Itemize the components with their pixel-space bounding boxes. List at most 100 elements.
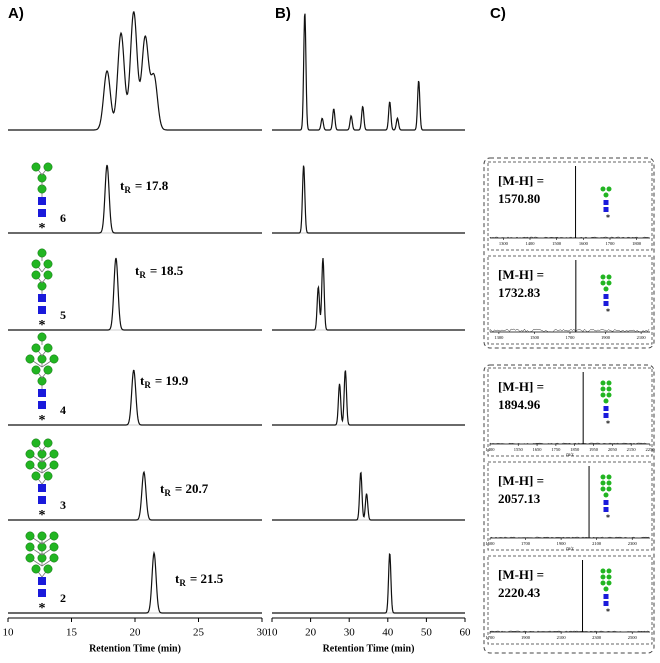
mannose bbox=[600, 568, 606, 574]
x-tick-label: 1400 bbox=[486, 447, 496, 452]
mannose bbox=[25, 460, 35, 470]
compound-number: 5 bbox=[60, 308, 66, 322]
x-tick-label: 40 bbox=[382, 627, 394, 639]
noise bbox=[489, 536, 650, 539]
mannose bbox=[25, 553, 35, 563]
mannose bbox=[606, 186, 612, 192]
tr-sub: R bbox=[139, 270, 146, 280]
mannose bbox=[37, 460, 47, 470]
mannose bbox=[31, 343, 41, 353]
glcnac bbox=[38, 389, 46, 397]
mass-value: 2057.13 bbox=[498, 491, 541, 506]
chromatogram bbox=[8, 369, 262, 426]
x-tick-label: 2050 bbox=[608, 447, 618, 452]
mannose bbox=[31, 471, 41, 481]
mannose bbox=[606, 486, 612, 492]
mannose bbox=[43, 471, 53, 481]
chromatogram bbox=[8, 164, 262, 234]
retention-label: tR = 21.5 bbox=[175, 571, 224, 588]
x-tick-label: 1300 bbox=[499, 241, 509, 246]
x-tick-label: 1750 bbox=[551, 447, 561, 452]
mannose bbox=[49, 553, 59, 563]
chromatogram bbox=[8, 550, 262, 614]
mass-label: [M-H] = bbox=[498, 567, 544, 582]
glcnac bbox=[603, 301, 609, 306]
x-tick-label: 2100 bbox=[592, 541, 602, 546]
glcnac bbox=[38, 589, 46, 597]
compound-number: 3 bbox=[60, 498, 66, 512]
glcnac bbox=[603, 601, 609, 606]
mass-label: [M-H] = bbox=[498, 173, 544, 188]
x-tick-label: 1900 bbox=[521, 635, 531, 640]
x-tick-label: 10 bbox=[267, 627, 279, 639]
mass-value: 1894.96 bbox=[498, 397, 541, 412]
mannose bbox=[43, 365, 53, 375]
x-tick-label: 1850 bbox=[570, 447, 580, 452]
mannose bbox=[606, 280, 612, 286]
spectrum-box bbox=[487, 255, 653, 345]
noise bbox=[489, 630, 650, 633]
glcnac bbox=[38, 577, 46, 585]
glcnac bbox=[603, 207, 609, 212]
x-tick-label: 1500 bbox=[486, 541, 496, 546]
mannose bbox=[606, 580, 612, 586]
mass-label: [M-H] = bbox=[498, 473, 544, 488]
mannose bbox=[600, 186, 606, 192]
x-tick-label: 25 bbox=[193, 627, 205, 639]
mannose bbox=[606, 480, 612, 486]
x-tick-label: 2300 bbox=[628, 541, 638, 546]
x-tick-label: 1400 bbox=[526, 241, 536, 246]
mannose bbox=[600, 392, 606, 398]
mannose bbox=[25, 531, 35, 541]
glcnac bbox=[603, 200, 609, 205]
compound-number: 2 bbox=[60, 591, 66, 605]
x-tick-label: 1700 bbox=[606, 241, 616, 246]
mannose bbox=[43, 438, 53, 448]
tr-symbol: t bbox=[135, 263, 140, 278]
noise bbox=[489, 328, 650, 333]
mannose bbox=[603, 586, 609, 592]
mannose bbox=[37, 553, 47, 563]
mannose bbox=[43, 343, 53, 353]
x-tick-label: 1900 bbox=[601, 335, 611, 340]
x-tick-label: 1950 bbox=[589, 447, 599, 452]
mannose bbox=[43, 162, 53, 172]
x-tick-label: 2300 bbox=[592, 635, 602, 640]
mannose bbox=[603, 286, 609, 292]
mannose bbox=[49, 354, 59, 364]
mannose bbox=[37, 281, 47, 291]
x-tick-label: 1700 bbox=[521, 541, 531, 546]
x-tick-label: 30 bbox=[257, 627, 269, 639]
mannose bbox=[600, 280, 606, 286]
mannose bbox=[43, 259, 53, 269]
mannose bbox=[600, 574, 606, 580]
mannose bbox=[31, 270, 41, 280]
tr-value: = 21.5 bbox=[190, 571, 224, 586]
mannose bbox=[37, 354, 47, 364]
x-tick-label: 1700 bbox=[566, 335, 576, 340]
mannose bbox=[606, 274, 612, 280]
chromatogram bbox=[272, 13, 465, 131]
mannose bbox=[606, 574, 612, 580]
mannose bbox=[600, 380, 606, 386]
glcnac bbox=[603, 507, 609, 512]
reducing-end: * bbox=[606, 419, 610, 428]
noise bbox=[489, 236, 650, 239]
spectrum-box bbox=[487, 555, 653, 645]
glcnac bbox=[38, 496, 46, 504]
mannose bbox=[31, 438, 41, 448]
mannose bbox=[31, 365, 41, 375]
chromatogram bbox=[8, 257, 262, 331]
reducing-end: * bbox=[39, 601, 46, 616]
x-tick-label: 60 bbox=[460, 627, 472, 639]
mass-label: [M-H] = bbox=[498, 379, 544, 394]
group-box bbox=[483, 157, 655, 349]
tr-value: = 20.7 bbox=[175, 481, 209, 496]
retention-label: tR = 19.9 bbox=[140, 373, 189, 390]
mannose bbox=[37, 332, 47, 342]
x-tick-label: 20 bbox=[305, 627, 317, 639]
reducing-end: * bbox=[606, 607, 610, 616]
mannose bbox=[37, 184, 47, 194]
x-axis-label: m/z bbox=[566, 547, 574, 552]
reducing-end: * bbox=[39, 318, 46, 333]
